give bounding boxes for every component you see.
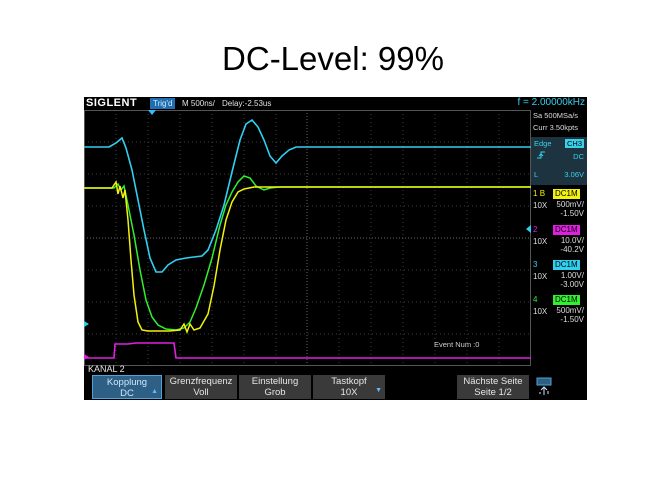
trigger-settings: Edge CH3 DC L 3.06V: [531, 137, 587, 185]
channel-probe: 10X: [533, 237, 548, 246]
button-value: DC: [120, 388, 134, 399]
button-label: Einstellung: [251, 376, 299, 387]
ch4-trace: [84, 175, 531, 331]
trigger-level-marker: [526, 225, 531, 233]
button-value: 10X: [340, 387, 358, 398]
right-info-panel: Sa 500MSa/s Curr 3.50kpts Edge CH3 DC L …: [531, 110, 587, 366]
channel-scale: 500mV/-1.50V: [556, 306, 584, 324]
channel-scale: 1.00V/-3.00V: [560, 271, 584, 289]
memory-depth: Curr 3.50kpts: [533, 123, 579, 132]
ch1-trace: [84, 180, 531, 335]
button-label: Kopplung: [106, 377, 148, 388]
ch3-ground-marker: [84, 321, 89, 327]
arrow-up-icon: ▲: [151, 388, 158, 395]
ch2-ground-marker: [84, 354, 89, 360]
channel-scale: 10.0V/-40.2V: [560, 236, 584, 254]
waveform-display: [84, 110, 531, 366]
channel-scale: 500mV/-1.50V: [556, 200, 584, 218]
channel-coupling: DC1M: [553, 260, 580, 270]
channel-probe: 10X: [533, 272, 548, 281]
ch2-trace: [84, 342, 531, 359]
button-value: Voll: [193, 387, 209, 398]
frequency-readout: f = 2.00000kHz: [517, 97, 585, 108]
trigger-status-badge: Trig'd: [150, 98, 176, 109]
usb-icon: [536, 377, 552, 397]
channel-number: 3: [533, 260, 538, 269]
channel-1-info[interactable]: 1 B DC1M 10X 500mV/-1.50V: [531, 188, 587, 222]
channel-probe: 10X: [533, 307, 548, 316]
channel-2-info[interactable]: 2 DC1M 10X 10.0V/-40.2V: [531, 224, 587, 258]
channel-number: 1 B: [533, 189, 546, 198]
channel-number: 2: [533, 225, 538, 234]
channel-3-info[interactable]: 3 DC1M 10X 1.00V/-3.00V: [531, 259, 587, 293]
arrow-down-icon: ▼: [375, 387, 382, 394]
trigger-level-label: L: [534, 170, 539, 179]
ch3-trace: [84, 118, 531, 273]
channel-probe: 10X: [533, 201, 548, 210]
softkey-menu: Kopplung DC ▲ Grenzfrequenz Voll Einstel…: [84, 374, 587, 400]
rising-edge-icon: [536, 150, 546, 162]
slide-title: DC-Level: 99%: [222, 40, 444, 77]
trigger-position-marker: [148, 110, 156, 115]
sample-rate: Sa 500MSa/s: [533, 111, 579, 120]
channel-coupling: DC1M: [553, 225, 580, 235]
event-number: Event Num :0: [434, 340, 480, 349]
channel-4-info[interactable]: 4 DC1M 10X 500mV/-1.50V: [531, 294, 587, 328]
adjust-button[interactable]: Einstellung Grob: [239, 375, 311, 399]
menu-title: KANAL 2: [88, 364, 125, 374]
button-label: Nächste Seite: [463, 376, 523, 387]
channel-coupling: DC1M: [553, 189, 580, 199]
trigger-coupling: DC: [573, 152, 584, 161]
delay-readout: Delay:-2.53us: [222, 99, 272, 108]
oscilloscope-screen: SIGLENT Trig'd M 500ns/ Delay:-2.53us f …: [84, 97, 587, 400]
button-label: Tastkopf: [331, 376, 367, 387]
coupling-button[interactable]: Kopplung DC ▲: [92, 375, 162, 399]
status-bar: SIGLENT Trig'd M 500ns/ Delay:-2.53us f …: [84, 97, 587, 110]
channel-number: 4: [533, 295, 538, 304]
button-value: Seite 1/2: [474, 387, 512, 398]
channel-coupling: DC1M: [553, 295, 580, 305]
button-label: Grenzfrequenz: [169, 376, 233, 387]
trigger-type: Edge: [534, 139, 552, 148]
button-value: Grob: [264, 387, 286, 398]
next-page-button[interactable]: Nächste Seite Seite 1/2: [457, 375, 529, 399]
trigger-level: 3.06V: [564, 170, 584, 179]
trigger-source: CH3: [564, 139, 584, 148]
probe-button[interactable]: Tastkopf 10X ▼: [313, 375, 385, 399]
brand-logo: SIGLENT: [86, 97, 138, 109]
timebase-readout: M 500ns/: [182, 99, 215, 108]
bandwidth-limit-button[interactable]: Grenzfrequenz Voll: [165, 375, 237, 399]
